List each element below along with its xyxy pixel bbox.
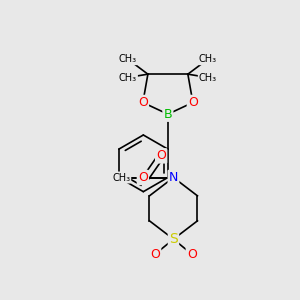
Text: N: N (169, 171, 178, 184)
Text: S: S (169, 232, 178, 246)
Text: CH₃: CH₃ (199, 73, 217, 82)
Text: O: O (156, 149, 166, 162)
Text: B: B (164, 108, 172, 121)
Text: O: O (138, 171, 148, 184)
Text: CH₃: CH₃ (119, 73, 137, 82)
Text: CH₃: CH₃ (199, 54, 217, 64)
Text: CH₃: CH₃ (119, 54, 137, 64)
Text: O: O (188, 96, 198, 109)
Text: O: O (138, 96, 148, 109)
Text: CH₃: CH₃ (112, 172, 130, 182)
Text: O: O (150, 248, 160, 261)
Text: O: O (187, 248, 197, 261)
